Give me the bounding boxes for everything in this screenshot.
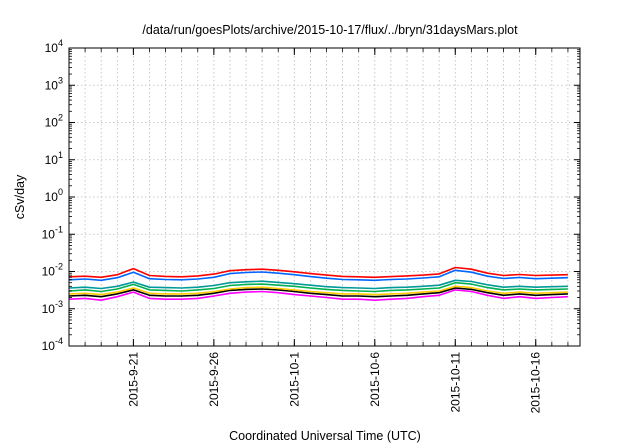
series-group bbox=[68, 266, 568, 302]
x-tick-label: 2015-9-26 bbox=[207, 352, 221, 407]
series-line bbox=[68, 285, 568, 296]
x-tick-label: 2015-10-11 bbox=[448, 352, 462, 413]
x-tick-label: 2015-10-16 bbox=[529, 352, 543, 414]
series-line bbox=[68, 266, 568, 279]
x-tick-label: 2015-10-6 bbox=[368, 352, 382, 407]
chart-title: /data/run/goesPlots/archive/2015-10-17/f… bbox=[142, 23, 518, 37]
y-tick-label: 101 bbox=[45, 150, 63, 167]
series-line bbox=[68, 281, 568, 293]
y-tick-label: 102 bbox=[45, 113, 63, 130]
y-tick-label: 10-4 bbox=[42, 336, 63, 353]
series-line bbox=[68, 279, 568, 290]
y-tick-label: 10-1 bbox=[42, 224, 63, 241]
y-tick-label: 104 bbox=[45, 38, 63, 55]
y-axis: 10-4 10-3 10-2 10-1 100 101 102 103 104 bbox=[42, 38, 580, 353]
x-tick-label: 2015-10-1 bbox=[287, 352, 301, 407]
y-tick-label: 10-3 bbox=[42, 299, 63, 316]
grid bbox=[69, 48, 580, 346]
y-tick-label: 10-2 bbox=[42, 262, 63, 279]
x-axis-label: Coordinated Universal Time (UTC) bbox=[229, 429, 421, 443]
series-line bbox=[68, 287, 568, 298]
series-line bbox=[68, 269, 568, 282]
x-axis: 2015-9-21 2015-9-26 2015-10-1 2015-10-6 2015… bbox=[68, 48, 569, 414]
y-tick-label: 103 bbox=[45, 75, 63, 92]
x-tick-label: 2015-9-21 bbox=[126, 352, 140, 407]
series-line bbox=[68, 289, 568, 302]
y-axis-label: cSv/day bbox=[13, 174, 27, 219]
y-tick-label: 100 bbox=[45, 187, 63, 204]
